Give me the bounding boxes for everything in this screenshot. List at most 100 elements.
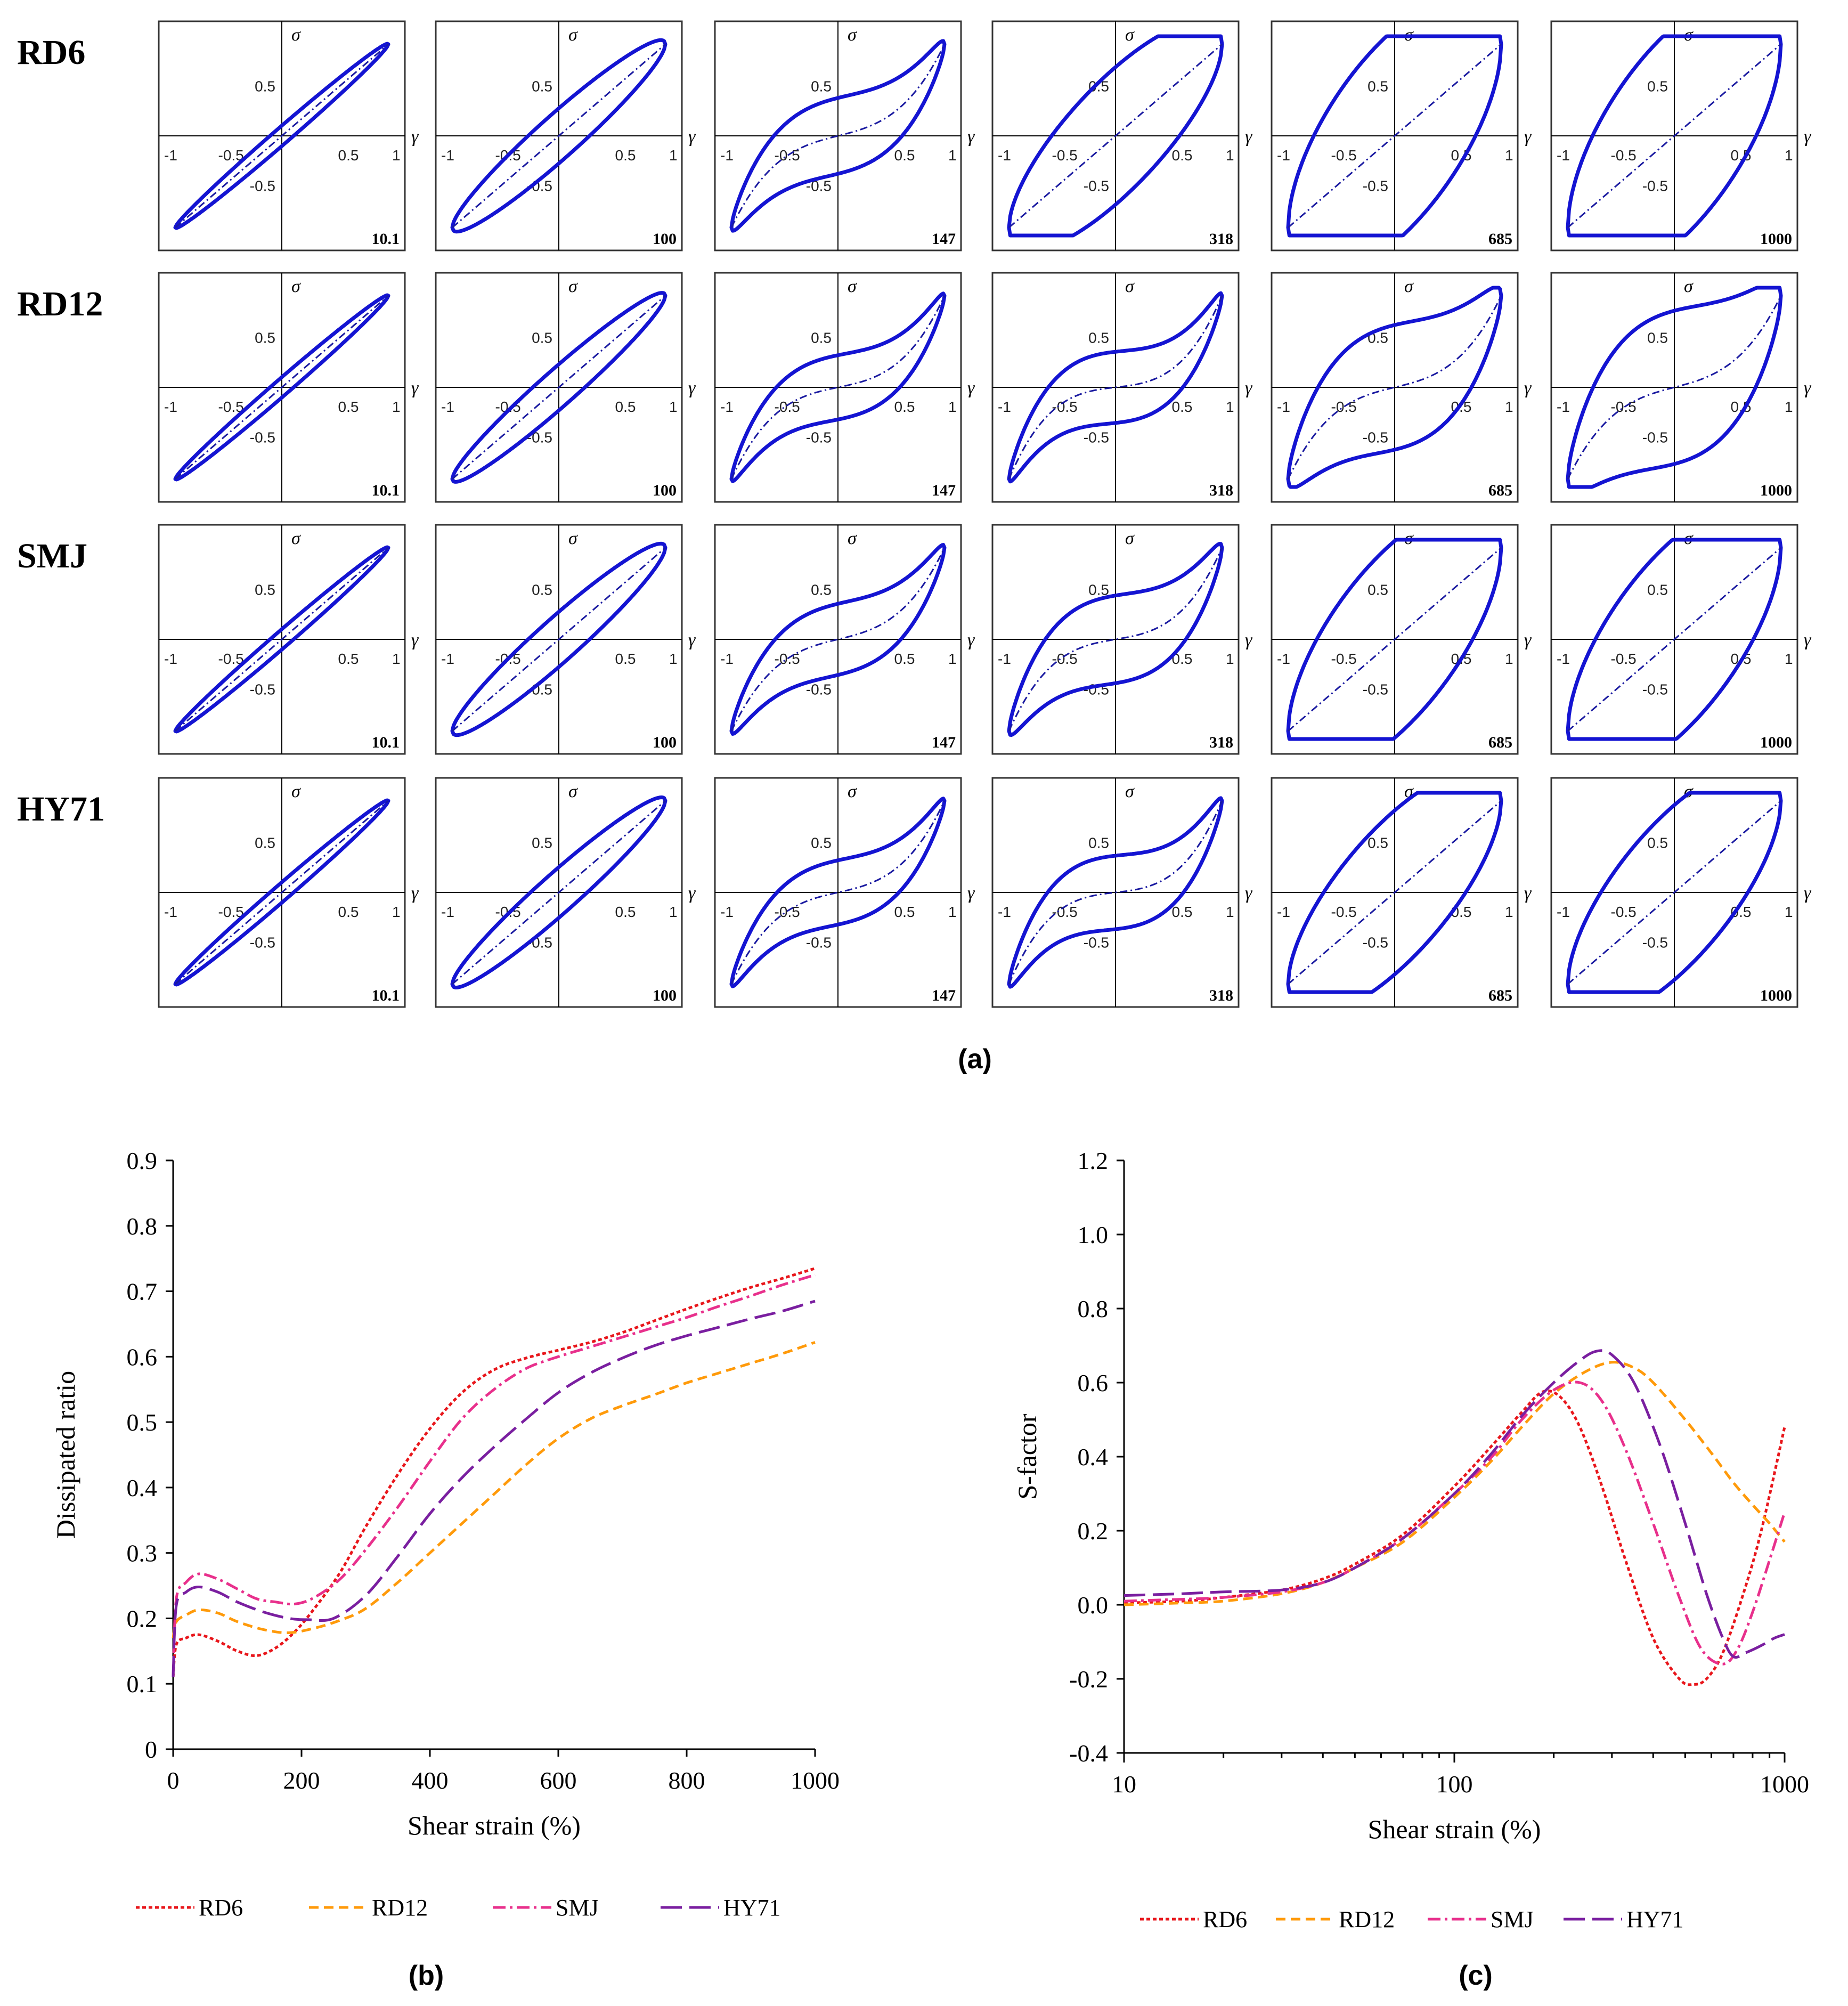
gamma-tick-label: 1 <box>1505 399 1513 415</box>
gamma-tick-label: 0.5 <box>615 147 636 164</box>
sigma-tick-label: 0.5 <box>811 835 832 851</box>
strain-amplitude-label: 685 <box>1488 987 1512 1004</box>
gamma-axis-label: γ <box>967 630 975 650</box>
strain-amplitude-label: 685 <box>1488 230 1512 248</box>
panel-b-dissipated-ratio-chart: 0 0.1 0.2 0.3 0.4 0.5 0.6 0.7 0.8 0.9 0 200 400 600 80… <box>51 1147 840 1921</box>
legend-label-RD12: RD12 <box>1339 1906 1395 1932</box>
sigma-axis-label: σ <box>568 529 578 548</box>
y-tick-label: 0.9 <box>127 1147 158 1174</box>
legend-item-RD12: RD12 <box>1276 1906 1395 1932</box>
elastic-stress-curve <box>175 43 389 229</box>
gamma-tick-label: -1 <box>1277 399 1290 415</box>
elastic-stress-curve <box>175 295 389 480</box>
gamma-tick-label: 0.5 <box>338 147 359 164</box>
gamma-tick-label: -1 <box>720 651 734 667</box>
gamma-axis-label: γ <box>1245 883 1253 903</box>
x-tick-label: 800 <box>669 1767 705 1794</box>
gamma-tick-label: -1 <box>164 651 177 667</box>
strain-amplitude-label: 100 <box>653 734 677 751</box>
loop-cell-HY71-10.1: σγ-1 -0.5 0.5 10.5-0.510.1 <box>158 777 419 1008</box>
y-tick-label: 0.6 <box>1078 1369 1109 1396</box>
gamma-tick-label: 0.5 <box>1172 147 1193 164</box>
gamma-tick-label: 1 <box>1226 399 1234 415</box>
gamma-tick-label: -1 <box>998 651 1011 667</box>
gamma-tick-label: -1 <box>1557 399 1570 415</box>
gamma-axis-label: γ <box>1524 883 1532 903</box>
sigma-tick-label: 0.5 <box>255 78 275 95</box>
legend-item-RD6: RD6 <box>136 1895 243 1921</box>
legend-label-RD6: RD6 <box>1203 1906 1247 1932</box>
sigma-axis-label: σ <box>848 25 857 45</box>
sigma-axis-label: σ <box>1404 277 1414 296</box>
elastic-stress-curve <box>452 547 666 732</box>
legend-item-SMJ: SMJ <box>493 1895 599 1921</box>
gamma-tick-label: 0.5 <box>615 651 636 667</box>
gamma-axis-label: γ <box>1245 127 1253 147</box>
loop-curve <box>1566 286 1783 489</box>
gamma-tick-label: -1 <box>720 147 734 164</box>
series-line-RD6 <box>172 1267 816 1678</box>
y-tick-label: 0.6 <box>127 1343 158 1370</box>
legend-item-SMJ: SMJ <box>1428 1906 1534 1932</box>
strain-amplitude-label: 1000 <box>1760 734 1792 751</box>
gamma-axis-label: γ <box>1524 378 1532 398</box>
row-label-HY71: HY71 <box>17 790 105 829</box>
sigma-tick-label: -0.5 <box>250 178 275 194</box>
sigma-tick-label: 0.5 <box>811 78 832 95</box>
gamma-axis-label: γ <box>1524 127 1532 147</box>
strain-amplitude-label: 10.1 <box>372 734 400 751</box>
gamma-tick-label: -1 <box>164 904 177 920</box>
gamma-tick-label: -0.5 <box>1331 147 1357 164</box>
x-axis-title: Shear strain (%) <box>408 1810 581 1840</box>
gamma-tick-label: 1 <box>1785 147 1793 164</box>
sigma-axis-label: σ <box>1125 782 1135 801</box>
gamma-tick-label: 1 <box>392 904 401 920</box>
strain-amplitude-label: 10.1 <box>372 482 400 499</box>
gamma-tick-label: -1 <box>441 651 454 667</box>
gamma-tick-label: 0.5 <box>894 399 915 415</box>
sigma-tick-label: 0.5 <box>1088 582 1109 598</box>
sigma-axis-label: σ <box>848 277 857 296</box>
strain-amplitude-label: 147 <box>932 230 956 248</box>
elastic-stress-curve <box>730 295 946 480</box>
gamma-axis-label: γ <box>1245 378 1253 398</box>
gamma-tick-label: 1 <box>392 399 401 415</box>
y-tick-label: -0.2 <box>1069 1666 1108 1693</box>
gamma-tick-label: -1 <box>1277 904 1290 920</box>
elastic-stress-curve <box>1567 43 1781 229</box>
gamma-tick-label: -1 <box>1557 904 1570 920</box>
gamma-tick-label: -1 <box>720 399 734 415</box>
sigma-tick-label: -0.5 <box>250 935 275 951</box>
gamma-tick-label: -1 <box>998 904 1011 920</box>
gamma-axis-label: γ <box>967 378 975 398</box>
strain-amplitude-label: 10.1 <box>372 987 400 1004</box>
gamma-tick-label: 1 <box>1226 651 1234 667</box>
gamma-tick-label: -1 <box>1277 651 1290 667</box>
y-tick-label: 0.7 <box>127 1278 158 1305</box>
legend-label-HY71: HY71 <box>723 1895 781 1921</box>
series-line-RD6 <box>1124 1389 1786 1686</box>
sigma-tick-label: -0.5 <box>1084 429 1109 446</box>
sigma-axis-label: σ <box>1125 529 1135 548</box>
loop-cell-SMJ-10.1: σγ-1 -0.5 0.5 10.5-0.510.1 <box>158 524 419 755</box>
sigma-axis-label: σ <box>1684 277 1694 296</box>
sigma-tick-label: 0.5 <box>255 582 275 598</box>
y-tick-label: 0.0 <box>1078 1591 1109 1619</box>
row-label-RD6: RD6 <box>17 33 85 72</box>
x-axis-title: Shear strain (%) <box>1368 1814 1541 1844</box>
y-tick-label: 1.0 <box>1078 1221 1109 1248</box>
y-tick-label: 0.4 <box>1078 1443 1109 1471</box>
strain-amplitude-label: 147 <box>932 482 956 499</box>
gamma-tick-label: -0.5 <box>1611 904 1637 920</box>
y-tick-label: 0.8 <box>127 1213 158 1240</box>
row-label-SMJ: SMJ <box>17 537 87 575</box>
